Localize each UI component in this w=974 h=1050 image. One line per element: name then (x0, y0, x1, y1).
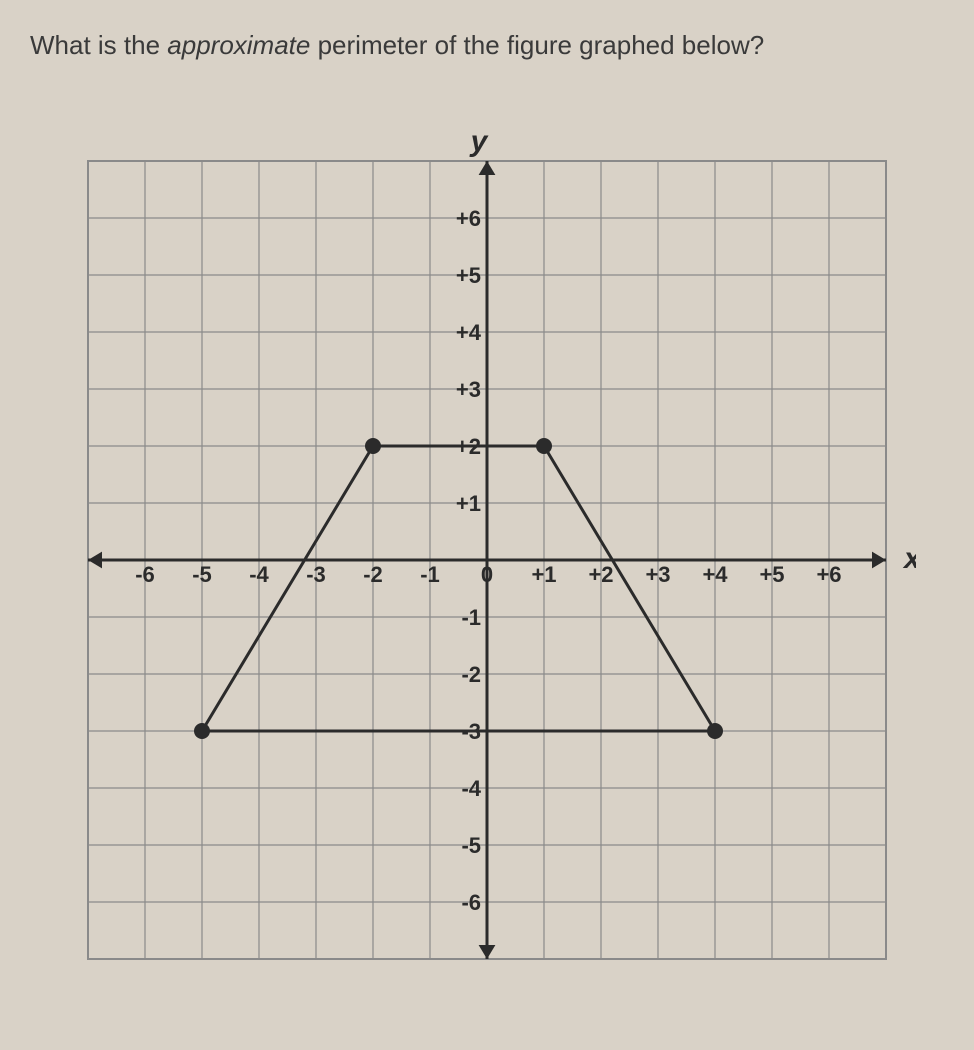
x-tick-label: -4 (249, 562, 269, 587)
x-tick-label: -2 (363, 562, 383, 587)
y-tick-label: -1 (461, 605, 481, 630)
x-tick-label: +4 (702, 562, 728, 587)
figure-vertex (536, 438, 552, 454)
figure-polygon (202, 446, 715, 731)
y-tick-label: +4 (456, 320, 482, 345)
x-tick-label: +2 (588, 562, 613, 587)
x-tick-label: +6 (816, 562, 841, 587)
y-axis-arrow-down (479, 945, 496, 959)
figure-vertex (365, 438, 381, 454)
y-tick-label: +3 (456, 377, 481, 402)
x-tick-label: -1 (420, 562, 440, 587)
y-tick-label: -2 (461, 662, 481, 687)
x-axis-arrow-left (88, 552, 102, 569)
x-tick-label: -6 (135, 562, 155, 587)
x-tick-label: +1 (531, 562, 556, 587)
y-tick-label: -5 (461, 833, 481, 858)
question-suffix: perimeter of the figure graphed below? (310, 30, 764, 60)
coordinate-graph: xy-6-5-4-3-2-10+1+2+3+4+5+6-6-5-4-3-2-1+… (58, 101, 916, 989)
y-tick-label: +6 (456, 206, 481, 231)
question-prefix: What is the (30, 30, 167, 60)
x-tick-label: -5 (192, 562, 212, 587)
y-tick-label: -4 (461, 776, 481, 801)
x-axis-arrow-right (872, 552, 886, 569)
y-tick-label: +1 (456, 491, 481, 516)
x-tick-label: -3 (306, 562, 326, 587)
x-axis-label: x (902, 542, 916, 575)
figure-vertex (707, 723, 723, 739)
x-tick-label: +5 (759, 562, 784, 587)
y-axis-arrow-up (479, 161, 496, 175)
figure-vertex (194, 723, 210, 739)
y-tick-label: -6 (461, 890, 481, 915)
question-emph: approximate (167, 30, 310, 60)
question-text: What is the approximate perimeter of the… (20, 30, 954, 61)
y-tick-label: +5 (456, 263, 481, 288)
y-axis-label: y (469, 125, 489, 158)
x-tick-label: +3 (645, 562, 670, 587)
graph-container: xy-6-5-4-3-2-10+1+2+3+4+5+6-6-5-4-3-2-1+… (20, 101, 954, 989)
x-tick-label: 0 (481, 562, 493, 587)
